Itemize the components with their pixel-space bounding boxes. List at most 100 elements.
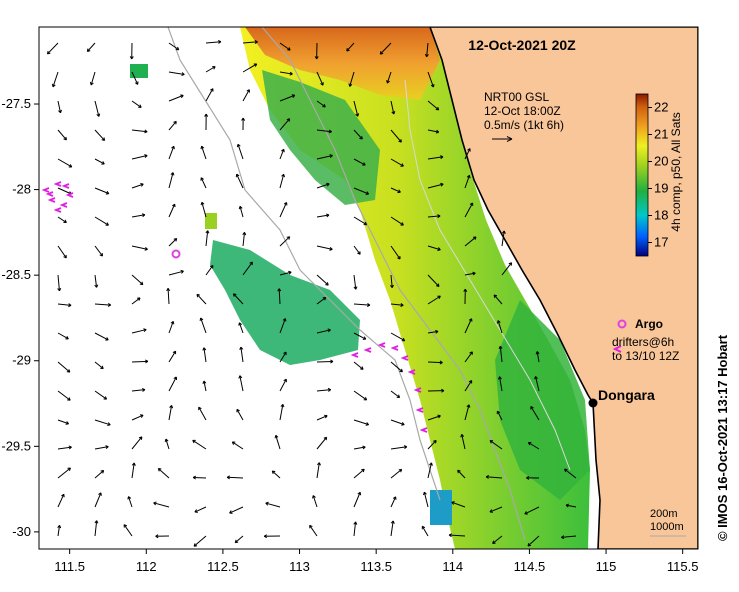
current-vector-head	[429, 462, 433, 466]
current-vector-head	[131, 462, 136, 466]
current-vector	[279, 404, 284, 421]
current-vector	[279, 94, 295, 102]
drifter-mark	[407, 369, 416, 375]
current-vector	[242, 261, 253, 276]
current-vector	[94, 332, 109, 341]
current-vector	[427, 440, 437, 450]
current-vector	[94, 361, 104, 370]
current-vector-head	[472, 271, 476, 276]
current-vector-head	[365, 422, 370, 426]
argo-legend-icon	[617, 319, 627, 329]
current-vector	[242, 89, 250, 102]
drifter-mark	[363, 347, 372, 353]
drifter-mark	[415, 407, 424, 413]
current-vector	[237, 144, 244, 160]
current-vector	[493, 294, 503, 305]
current-vector-head	[291, 94, 296, 98]
current-vector	[123, 524, 133, 537]
drifter-mark	[390, 345, 399, 351]
current-vector-head	[535, 351, 540, 355]
current-vector	[90, 71, 96, 86]
current-vector-head	[468, 318, 473, 322]
current-vector	[232, 441, 244, 450]
current-vector-head	[99, 253, 104, 257]
current-vector	[353, 187, 369, 195]
current-vector-head	[239, 346, 244, 350]
current-vector-head	[564, 468, 568, 473]
current-vector	[316, 462, 320, 479]
current-vector	[353, 446, 366, 450]
current-vector	[131, 436, 143, 450]
current-vector-head	[226, 475, 231, 480]
drifter-tracks	[41, 181, 428, 433]
current-vector-head	[396, 394, 401, 399]
current-vector-head	[137, 297, 141, 301]
x-tick-label: 112	[136, 559, 157, 574]
current-vector-head	[180, 94, 184, 99]
current-vector	[353, 419, 369, 426]
current-vector-head	[283, 378, 287, 383]
sst-south-green	[495, 300, 590, 500]
current-vector	[86, 42, 96, 52]
current-vector	[153, 502, 170, 508]
current-vector-head	[392, 496, 397, 500]
current-vector-head	[235, 173, 240, 178]
current-vector-head	[508, 262, 513, 266]
credit-text: © IMOS 16-Oct-2021 13:17 Hobart	[715, 334, 730, 541]
current-vector	[131, 297, 141, 305]
current-vector	[131, 360, 148, 363]
current-vector-head	[401, 337, 406, 342]
current-vector-head	[362, 445, 366, 450]
current-vector-head	[94, 284, 99, 288]
current-vector-head	[365, 191, 370, 195]
y-tick-label: -28	[12, 182, 31, 197]
current-vector-head	[205, 230, 210, 234]
current-vector-head	[277, 288, 282, 292]
current-vector-head	[530, 406, 534, 410]
current-vector-head	[466, 174, 471, 179]
current-vector-head	[63, 219, 67, 224]
current-vector-head	[440, 182, 444, 187]
current-vector-head	[263, 534, 268, 539]
current-vector	[94, 492, 102, 508]
current-vector	[353, 332, 367, 340]
current-vector	[57, 274, 60, 291]
current-vector-head	[309, 524, 313, 529]
current-vector	[239, 375, 244, 392]
current-vector-head	[123, 524, 128, 528]
current-vector	[386, 71, 392, 84]
current-vector-head	[173, 238, 178, 242]
x-tick-label: 111.5	[54, 559, 85, 574]
sst-warm-patch	[245, 27, 440, 100]
current-vector-head	[526, 475, 530, 480]
current-vector	[316, 129, 332, 133]
current-vector	[353, 100, 359, 117]
current-vector	[194, 506, 207, 513]
current-vector-head	[561, 535, 565, 540]
current-vector	[316, 274, 329, 286]
current-vector	[131, 389, 145, 392]
current-vector	[353, 274, 357, 290]
current-vector	[427, 183, 444, 189]
current-vector-head	[289, 71, 293, 76]
isobath-legend-1000m: 1000m	[650, 521, 684, 533]
current-vector-head	[441, 388, 445, 393]
current-vector-head	[430, 84, 435, 88]
current-vector-head	[398, 468, 403, 473]
current-vector-head	[144, 246, 148, 251]
current-vector	[316, 214, 330, 218]
current-vector	[489, 440, 503, 450]
current-vector	[201, 145, 207, 160]
current-vector-head	[422, 491, 427, 496]
current-vector-head	[361, 468, 365, 473]
current-vector-head	[348, 83, 353, 87]
current-vector-head	[280, 403, 285, 408]
current-vector-head	[317, 462, 321, 466]
current-vector	[353, 492, 361, 508]
current-vector	[390, 303, 404, 306]
current-vector	[131, 129, 148, 133]
current-vector	[131, 414, 144, 421]
current-vector-head	[367, 302, 371, 307]
y-tick-label: -29.5	[1, 438, 31, 453]
current-vector-head	[63, 254, 67, 259]
